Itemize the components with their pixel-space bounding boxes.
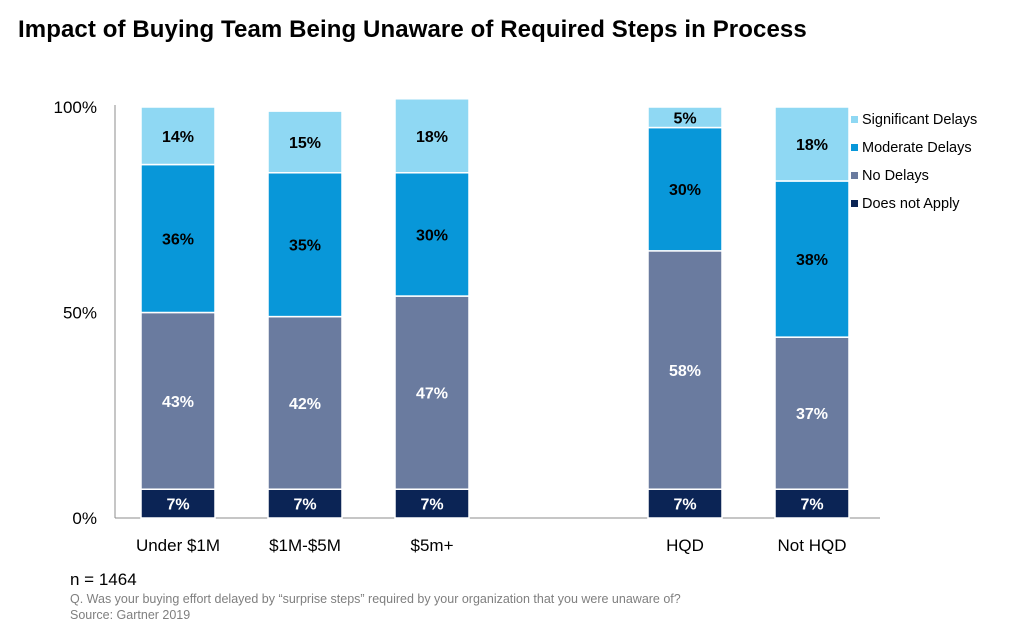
chart-footer: n = 1464 Q. Was your buying effort delay… xyxy=(70,570,681,622)
data-label: 38% xyxy=(796,252,828,269)
bar-segment xyxy=(267,172,343,318)
bar-segment xyxy=(394,172,470,297)
x-tick-label: $1M-$5M xyxy=(269,536,341,555)
data-label: 36% xyxy=(162,232,194,249)
bar-segment xyxy=(647,250,723,490)
bar-segment xyxy=(140,488,216,519)
data-label: 5% xyxy=(673,110,696,127)
bar-segment xyxy=(647,126,723,252)
chart-title: Impact of Buying Team Being Unaware of R… xyxy=(18,16,807,43)
bar-segment xyxy=(647,106,723,129)
source-note: Source: Gartner 2019 xyxy=(70,608,191,622)
data-label: 43% xyxy=(162,394,194,411)
data-label: 58% xyxy=(669,363,701,380)
data-label: 7% xyxy=(800,497,823,514)
legend-label: Moderate Delays xyxy=(862,140,972,156)
y-tick-label: 100% xyxy=(54,98,97,117)
data-label: 42% xyxy=(289,396,321,413)
bar-segment xyxy=(267,110,343,174)
data-label: 30% xyxy=(669,182,701,199)
legend-label: No Delays xyxy=(862,168,929,184)
bar-segment xyxy=(774,180,850,338)
survey-question: Q. Was your buying effort delayed by “su… xyxy=(70,592,681,606)
sample-size: n = 1464 xyxy=(70,570,137,589)
data-label: 7% xyxy=(166,497,189,514)
data-label: 7% xyxy=(293,497,316,514)
legend-swatch xyxy=(851,200,858,207)
bar-segment xyxy=(774,336,850,490)
legend-swatch xyxy=(851,144,858,151)
bar-segment xyxy=(647,488,723,519)
x-tick-label: Under $1M xyxy=(136,536,220,555)
legend-label: Significant Delays xyxy=(862,112,977,128)
data-label: 30% xyxy=(416,227,448,244)
bar-segment xyxy=(140,311,216,490)
x-tick-label: Not HQD xyxy=(778,536,847,555)
data-label: 35% xyxy=(289,238,321,255)
data-label: 7% xyxy=(420,497,443,514)
bar-segment xyxy=(394,98,470,174)
data-label: 37% xyxy=(796,406,828,423)
bar-segment xyxy=(140,106,216,166)
x-tick-label: HQD xyxy=(666,536,704,555)
data-label: 47% xyxy=(416,386,448,403)
data-label: 18% xyxy=(416,129,448,146)
data-label: 14% xyxy=(162,129,194,146)
legend-label: Does not Apply xyxy=(862,196,960,212)
data-label: 7% xyxy=(673,497,696,514)
data-label: 15% xyxy=(289,135,321,152)
data-label: 18% xyxy=(796,137,828,154)
bar-segment xyxy=(774,106,850,182)
y-tick-label: 0% xyxy=(72,509,97,528)
bar-segment xyxy=(394,295,470,490)
legend-swatch xyxy=(851,172,858,179)
x-tick-label: $5m+ xyxy=(411,536,454,555)
y-tick-label: 50% xyxy=(63,304,97,323)
bar-segment xyxy=(394,488,470,519)
legend-swatch xyxy=(851,116,858,123)
